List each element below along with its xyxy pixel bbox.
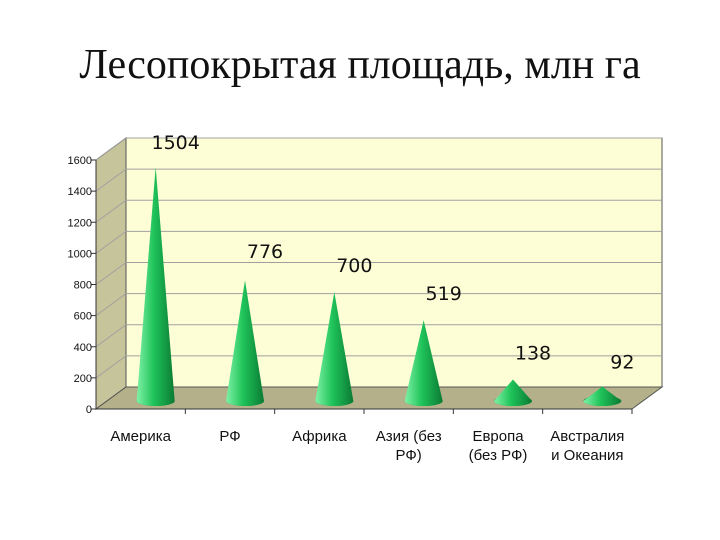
cone-3	[404, 320, 443, 407]
x-tick-label: (без РФ)	[469, 447, 528, 464]
plot-walls	[94, 137, 664, 410]
x-axis: Америка РФ Африка Азия (без РФ) Европа (без РФ…	[96, 408, 633, 464]
cone-0	[136, 166, 175, 407]
gridline-side	[95, 168, 127, 192]
cone-2	[315, 292, 354, 407]
gridline-side	[95, 293, 127, 317]
cone-body	[315, 292, 354, 407]
y-tick-label: 1200	[68, 217, 92, 229]
cone-body	[136, 166, 175, 407]
cone-body	[226, 280, 264, 406]
y-tick-label: 1400	[68, 186, 92, 198]
x-tick-label: Азия (без	[376, 428, 442, 445]
gridline-side	[95, 262, 127, 285]
cone-body	[494, 379, 532, 406]
gridline-side	[95, 137, 127, 161]
y-axis: 0 200 400 600 800 1000 1200 1400 1600	[68, 155, 97, 416]
data-label: 776	[247, 241, 283, 263]
y-tick-label: 200	[74, 373, 92, 385]
x-tick-label: РФ)	[396, 447, 422, 464]
gridlines	[95, 137, 662, 379]
data-series	[136, 166, 622, 407]
data-label: 92	[610, 352, 634, 374]
x-tick-label: РФ	[219, 428, 240, 445]
chart-title: Лесопокрытая площадь, млн га	[79, 42, 641, 88]
gridline-side	[95, 230, 127, 254]
data-label: 138	[515, 343, 551, 365]
x-tick-label: и Океания	[551, 447, 623, 464]
cone-1	[226, 280, 264, 406]
data-label: 700	[336, 255, 372, 277]
cone-5	[583, 386, 622, 406]
cone-4	[494, 379, 532, 406]
cone-body	[404, 320, 443, 407]
data-labels: 1504 776 700 519 138 92	[151, 132, 634, 374]
data-label: 519	[426, 283, 462, 305]
y-tick-label: 600	[74, 311, 92, 323]
gridline-side	[95, 199, 127, 223]
gridline-side	[95, 324, 127, 348]
y-tick-label: 1000	[68, 248, 92, 260]
floor	[94, 386, 664, 410]
x-tick-label: Европа	[472, 428, 524, 445]
y-tick-label: 800	[74, 280, 92, 292]
x-tick-label: Австралия	[550, 428, 624, 445]
x-tick-label: Африка	[292, 428, 347, 445]
y-tick-label: 1600	[68, 155, 92, 167]
gridline-side	[95, 355, 127, 379]
x-tick-label: Америка	[110, 428, 171, 445]
y-tick-label: 400	[74, 342, 92, 354]
data-label: 1504	[151, 132, 199, 154]
cone-body	[583, 386, 622, 406]
y-tick-label: 0	[86, 404, 92, 416]
